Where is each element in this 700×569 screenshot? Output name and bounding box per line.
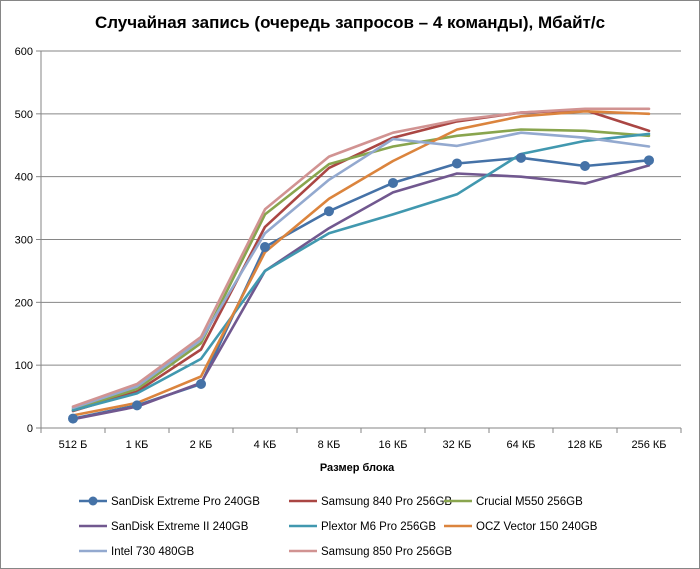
gridlines	[41, 50, 681, 429]
data-point	[388, 177, 398, 188]
plot-area	[68, 107, 654, 424]
x-tick-label: 16 КБ	[379, 439, 408, 451]
y-tick-label: 0	[27, 423, 33, 435]
data-point	[516, 152, 526, 163]
series-line	[71, 132, 651, 412]
x-tick-label: 64 КБ	[507, 439, 536, 451]
legend-item: Samsung 840 Pro 256GB	[289, 496, 452, 508]
legend: SanDisk Extreme Pro 240GB Samsung 840 Pro…	[79, 496, 598, 558]
legend-label: Plextor M6 Pro 256GB	[321, 521, 436, 533]
data-point	[324, 206, 334, 217]
legend-item: Intel 730 480GB	[79, 546, 194, 558]
y-tick-label: 600	[15, 46, 33, 58]
legend-item: SanDisk Extreme Pro 240GB	[79, 496, 260, 508]
series-line	[71, 156, 651, 420]
y-tick-label: 100	[15, 360, 33, 372]
series-line	[71, 107, 651, 408]
x-tick-label: 8 КБ	[318, 439, 341, 451]
x-tick-label: 4 КБ	[254, 439, 277, 451]
legend-label: OCZ Vector 150 240GB	[476, 521, 598, 533]
x-tick-label: 32 КБ	[443, 439, 472, 451]
series-line	[71, 110, 651, 417]
legend-label: SanDisk Extreme II 240GB	[111, 521, 249, 533]
y-tick-label: 300	[15, 235, 33, 247]
x-tick-label: 256 КБ	[631, 439, 666, 451]
data-point	[452, 158, 462, 169]
data-point	[260, 242, 270, 253]
x-axis-label: Размер блока	[320, 462, 395, 474]
legend-label: Crucial M550 256GB	[476, 496, 583, 508]
chart-title: Случайная запись (очередь запросов – 4 к…	[95, 13, 605, 32]
series-line	[71, 128, 651, 411]
legend-label: Samsung 850 Pro 256GB	[321, 546, 452, 558]
legend-item: Samsung 850 Pro 256GB	[289, 546, 452, 558]
y-tick-label: 200	[15, 297, 33, 309]
x-tick-label: 512 Б	[59, 439, 88, 451]
data-point	[68, 413, 78, 424]
y-tick-label: 400	[15, 172, 33, 184]
legend-marker	[88, 496, 98, 506]
legend-label: Samsung 840 Pro 256GB	[321, 496, 452, 508]
y-tick-label: 500	[15, 109, 33, 121]
legend-label: SanDisk Extreme Pro 240GB	[111, 496, 260, 508]
series-line	[71, 164, 651, 421]
data-point	[132, 400, 142, 411]
legend-item: Crucial M550 256GB	[444, 496, 583, 508]
x-tick-label: 128 КБ	[567, 439, 602, 451]
legend-item: Plextor M6 Pro 256GB	[289, 521, 436, 533]
data-point	[644, 155, 654, 166]
data-point	[196, 379, 206, 390]
legend-item: SanDisk Extreme II 240GB	[79, 521, 249, 533]
x-tick-label: 1 КБ	[126, 439, 149, 451]
series-line	[71, 131, 651, 410]
data-point	[580, 160, 590, 171]
legend-label: Intel 730 480GB	[111, 546, 194, 558]
axes: 0 100 200 300 400 500 600 512 Б 1 КБ 2 КБ 4 КБ 8 КБ…	[15, 46, 682, 451]
x-tick-label: 2 КБ	[190, 439, 213, 451]
legend-item: OCZ Vector 150 240GB	[444, 521, 598, 533]
